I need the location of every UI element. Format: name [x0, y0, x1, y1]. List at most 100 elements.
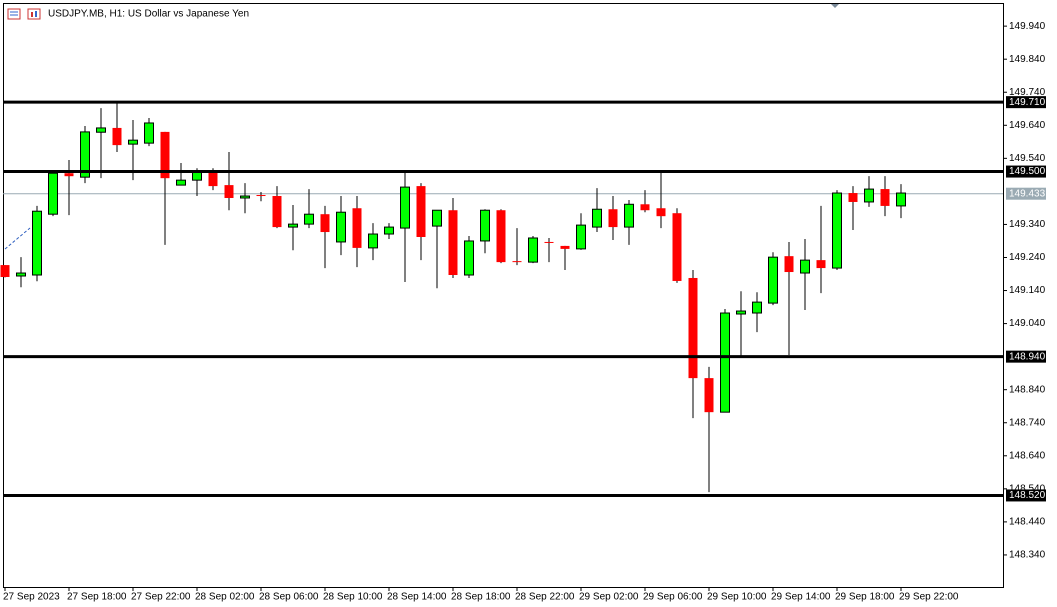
candle-body	[672, 213, 682, 281]
x-tick-label: 29 Sep 02:00	[579, 592, 639, 603]
candle-body	[288, 223, 298, 228]
candle-body	[800, 259, 810, 274]
x-tick-label: 29 Sep 10:00	[707, 592, 767, 603]
candle-body	[784, 256, 794, 273]
candle-body	[704, 378, 714, 413]
candle-body	[848, 193, 858, 202]
candle-body	[432, 209, 442, 227]
candle-body	[400, 186, 410, 229]
candle-body	[496, 210, 506, 263]
plot-frame	[3, 3, 1004, 588]
candle-body	[864, 188, 874, 203]
x-tick-label: 29 Sep 06:00	[643, 592, 703, 603]
candle-body	[656, 208, 666, 217]
y-tick-label: 149.240	[1009, 252, 1046, 263]
candle-body	[896, 192, 906, 207]
candle-body	[880, 189, 890, 206]
icon	[7, 8, 21, 20]
candle-body	[560, 245, 570, 249]
y-tick-label: 149.340	[1009, 219, 1046, 230]
candle-body	[208, 172, 218, 187]
y-tick-label: 149.540	[1009, 153, 1046, 164]
x-tick-label: 28 Sep 06:00	[259, 592, 319, 603]
candle-body	[384, 226, 394, 235]
candle-body	[832, 192, 842, 269]
x-tick-label: 29 Sep 22:00	[899, 592, 959, 603]
y-tick-label: 148.440	[1009, 517, 1046, 528]
candle-body	[32, 210, 42, 276]
level-label-box	[1006, 350, 1046, 363]
candle-body	[160, 131, 170, 179]
candle-body	[592, 208, 602, 228]
candle-body	[48, 172, 58, 215]
x-tick-label: 28 Sep 22:00	[515, 592, 575, 603]
candle-body	[16, 272, 26, 277]
y-tick-label: 149.740	[1009, 87, 1046, 98]
level-label-box	[1006, 489, 1046, 502]
y-tick-label: 148.540	[1009, 483, 1046, 494]
last-price-label: 149.433	[1009, 188, 1046, 199]
x-tick-label: 27 Sep 18:00	[67, 592, 127, 603]
level-label-box	[1006, 165, 1046, 178]
candle-body	[816, 260, 826, 269]
level-label: 148.520	[1009, 490, 1046, 501]
candle-body	[544, 241, 554, 243]
y-tick-label: 149.840	[1009, 54, 1046, 65]
candle-body	[240, 195, 250, 199]
trade-line	[4, 227, 31, 250]
candle-body	[304, 213, 314, 225]
x-tick-label: 28 Sep 10:00	[323, 592, 383, 603]
candle-body	[144, 122, 154, 144]
level-label: 149.500	[1009, 166, 1046, 177]
candle-body	[576, 224, 586, 250]
candle-body	[336, 211, 346, 243]
candle-body	[624, 203, 634, 228]
candle-body	[736, 310, 746, 315]
x-tick-label: 29 Sep 18:00	[835, 592, 895, 603]
level-label: 149.710	[1009, 97, 1046, 108]
icon-bar	[35, 11, 37, 17]
candle-body	[192, 171, 202, 181]
candle-body	[352, 208, 362, 248]
candle-body	[320, 214, 330, 233]
candle-body	[256, 195, 266, 197]
candle-body	[416, 186, 426, 237]
y-tick-label: 148.340	[1009, 550, 1046, 561]
candle-body	[0, 265, 10, 277]
candle-body	[720, 312, 730, 413]
level-label: 148.940	[1009, 351, 1046, 362]
candle-body	[80, 131, 90, 178]
toolbar-icons	[7, 8, 41, 20]
chart-title: USDJPY.MB, H1: US Dollar vs Japanese Yen	[48, 9, 249, 20]
y-tick-label: 148.740	[1009, 417, 1046, 428]
candle-body	[464, 240, 474, 276]
candle-body	[528, 237, 538, 263]
candle-body	[96, 127, 106, 133]
y-tick-label: 149.640	[1009, 120, 1046, 131]
candle-body	[448, 210, 458, 276]
candle-body	[272, 196, 282, 228]
candle-body	[112, 127, 122, 146]
candle-body	[64, 173, 74, 177]
y-tick-label: 149.140	[1009, 285, 1046, 296]
y-tick-label: 149.040	[1009, 318, 1046, 329]
x-tick-label: 28 Sep 14:00	[387, 592, 447, 603]
candle-body	[224, 185, 234, 198]
y-tick-label: 149.940	[1009, 21, 1046, 32]
level-label-box	[1006, 96, 1046, 109]
candle-body	[176, 179, 186, 186]
x-tick-label: 28 Sep 18:00	[451, 592, 511, 603]
icon-bar	[31, 12, 33, 17]
x-tick-label: 27 Sep 2023	[3, 592, 60, 603]
x-tick-label: 28 Sep 02:00	[195, 592, 255, 603]
candle-body	[512, 261, 522, 263]
y-tick-label: 148.640	[1009, 450, 1046, 461]
shift-marker	[831, 4, 839, 8]
candle-body	[608, 209, 618, 228]
candle-body	[480, 209, 490, 242]
x-tick-label: 27 Sep 22:00	[131, 592, 191, 603]
candle-body	[640, 204, 650, 211]
y-tick-label: 148.840	[1009, 384, 1046, 395]
